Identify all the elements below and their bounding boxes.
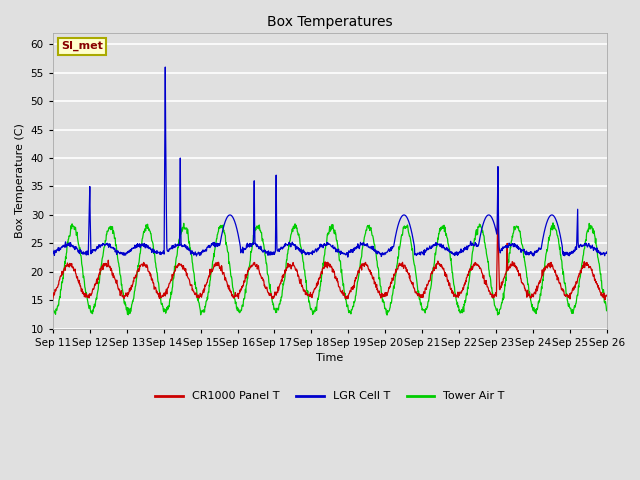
CR1000 Panel T: [172, 263, 180, 269]
Tower Air T: [172, 256, 180, 262]
Line: CR1000 Panel T: CR1000 Panel T: [53, 204, 607, 300]
CR1000 Panel T: [234, 290, 242, 296]
LGR Cell T: [344, 254, 351, 260]
Tower Air T: [234, 306, 242, 312]
CR1000 Panel T: [603, 293, 611, 299]
Title: Box Temperatures: Box Temperatures: [267, 15, 393, 29]
LGR Cell T: [159, 251, 166, 256]
Legend: CR1000 Panel T, LGR Cell T, Tower Air T: CR1000 Panel T, LGR Cell T, Tower Air T: [150, 387, 509, 406]
Tower Air T: [489, 290, 497, 296]
LGR Cell T: [489, 217, 497, 223]
CR1000 Panel T: [49, 296, 57, 302]
Line: Tower Air T: Tower Air T: [53, 223, 607, 315]
CR1000 Panel T: [494, 201, 502, 206]
Tower Air T: [603, 308, 611, 313]
LGR Cell T: [538, 241, 546, 247]
LGR Cell T: [49, 248, 57, 253]
LGR Cell T: [161, 64, 169, 70]
LGR Cell T: [173, 243, 180, 249]
LGR Cell T: [417, 252, 424, 258]
LGR Cell T: [235, 233, 243, 239]
Line: LGR Cell T: LGR Cell T: [53, 67, 607, 257]
Text: SI_met: SI_met: [61, 41, 103, 51]
CR1000 Panel T: [538, 275, 545, 280]
CR1000 Panel T: [416, 294, 424, 300]
LGR Cell T: [603, 249, 611, 254]
CR1000 Panel T: [601, 297, 609, 303]
Tower Air T: [417, 299, 424, 305]
Tower Air T: [549, 220, 557, 226]
CR1000 Panel T: [159, 293, 166, 299]
Tower Air T: [49, 303, 57, 309]
X-axis label: Time: Time: [316, 353, 344, 363]
CR1000 Panel T: [488, 295, 496, 300]
Tower Air T: [538, 284, 545, 290]
Tower Air T: [383, 312, 391, 318]
Tower Air T: [159, 303, 166, 309]
Y-axis label: Box Temperature (C): Box Temperature (C): [15, 123, 25, 238]
